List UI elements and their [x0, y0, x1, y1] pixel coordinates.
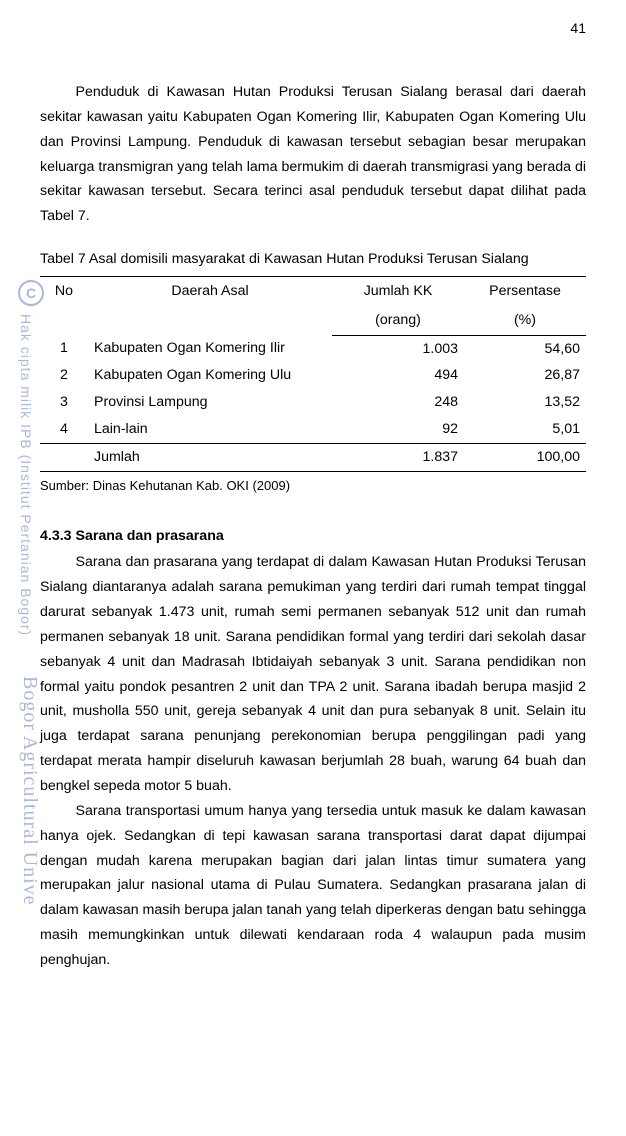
table-row: 2 Kabupaten Ogan Komering Ulu 494 26,87: [40, 362, 586, 389]
cell-pct: 13,52: [464, 389, 586, 416]
th-pct-unit: (%): [464, 306, 586, 335]
cell-total-pct: 100,00: [464, 443, 586, 471]
cell-kk: 1.003: [332, 335, 464, 362]
table-7: No Daerah Asal Jumlah KK Persentase (ora…: [40, 276, 586, 472]
cell-total-kk: 1.837: [332, 443, 464, 471]
table-source: Sumber: Dinas Kehutanan Kab. OKI (2009): [40, 475, 586, 498]
paragraph-3: Sarana transportasi umum hanya yang ters…: [40, 799, 586, 973]
table-row: 1 Kabupaten Ogan Komering Ilir 1.003 54,…: [40, 335, 586, 362]
page: 41 C Hak cipta milik IPB (Institut Perta…: [0, 0, 626, 1033]
cell-kk: 92: [332, 416, 464, 443]
cell-pct: 54,60: [464, 335, 586, 362]
cell-kk: 248: [332, 389, 464, 416]
cell-pct: 5,01: [464, 416, 586, 443]
subheading-4-3-3: 4.3.3 Sarana dan prasarana: [40, 524, 586, 549]
th-kk: Jumlah KK: [332, 276, 464, 305]
cell-no: 3: [40, 389, 88, 416]
table-total-row: Jumlah 1.837 100,00: [40, 443, 586, 471]
cell-pct: 26,87: [464, 362, 586, 389]
th-kk-unit: (orang): [332, 306, 464, 335]
th-no: No: [40, 276, 88, 335]
paragraph-2: Sarana dan prasarana yang terdapat di da…: [40, 550, 586, 798]
cell-no: 4: [40, 416, 88, 443]
table-row: 3 Provinsi Lampung 248 13,52: [40, 389, 586, 416]
page-number: 41: [570, 20, 586, 36]
th-pct: Persentase: [464, 276, 586, 305]
cell-region: Lain-lain: [88, 416, 332, 443]
cell-region: Kabupaten Ogan Komering Ulu: [88, 362, 332, 389]
paragraph-1: Penduduk di Kawasan Hutan Produksi Terus…: [40, 80, 586, 229]
cell-no: 1: [40, 335, 88, 362]
table-row: 4 Lain-lain 92 5,01: [40, 416, 586, 443]
cell-total-label: Jumlah: [88, 443, 332, 471]
cell-empty: [40, 443, 88, 471]
cell-kk: 494: [332, 362, 464, 389]
th-region: Daerah Asal: [88, 276, 332, 335]
cell-region: Kabupaten Ogan Komering Ilir: [88, 335, 332, 362]
cell-region: Provinsi Lampung: [88, 389, 332, 416]
table-title: Tabel 7 Asal domisili masyarakat di Kawa…: [40, 247, 586, 272]
watermark-text-1: Hak cipta milik IPB (Institut Pertanian …: [18, 314, 34, 636]
table-body: 1 Kabupaten Ogan Komering Ilir 1.003 54,…: [40, 335, 586, 471]
body-text: Penduduk di Kawasan Hutan Produksi Terus…: [40, 80, 586, 973]
cell-no: 2: [40, 362, 88, 389]
watermark-text-2: Bogor Agricultural Unive: [18, 676, 41, 906]
